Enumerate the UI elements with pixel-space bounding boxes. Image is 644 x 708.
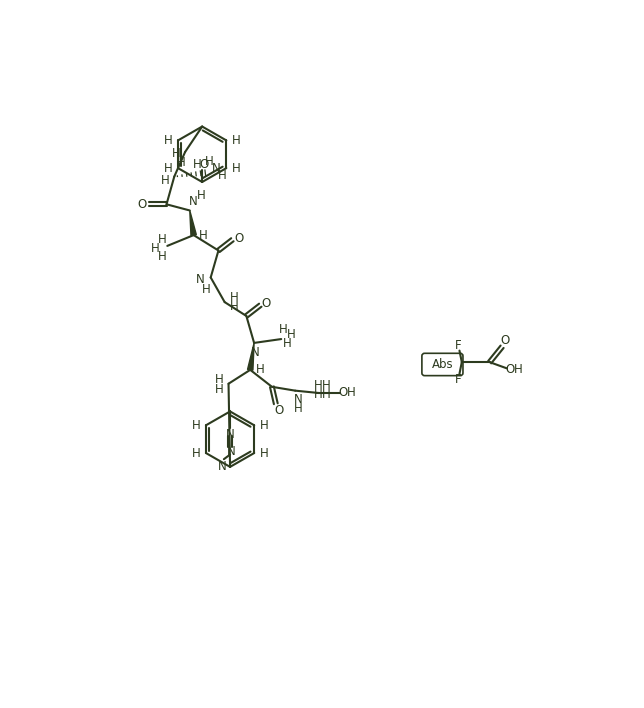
Text: H: H (160, 174, 169, 187)
Text: H: H (171, 147, 180, 160)
Text: O: O (500, 334, 510, 347)
Text: N: N (196, 273, 204, 286)
Text: H: H (283, 337, 292, 350)
Text: H: H (200, 229, 208, 241)
Text: H: H (260, 447, 269, 459)
FancyBboxPatch shape (422, 353, 463, 376)
Text: H: H (232, 161, 241, 175)
Text: H: H (205, 154, 214, 168)
Text: H: H (229, 291, 238, 304)
Text: H: H (202, 282, 211, 295)
Text: Abs: Abs (431, 358, 453, 371)
Text: H: H (158, 250, 166, 263)
Text: N: N (227, 445, 236, 458)
Polygon shape (247, 343, 254, 370)
Text: N: N (294, 394, 303, 406)
Text: O: O (506, 363, 515, 377)
Text: O: O (339, 387, 348, 399)
Text: H: H (164, 134, 173, 147)
Text: H: H (215, 382, 223, 396)
Text: N: N (225, 428, 234, 441)
Text: N: N (251, 346, 260, 359)
Text: H: H (346, 387, 355, 399)
Text: H: H (197, 188, 206, 202)
Text: H: H (314, 388, 323, 401)
Text: H: H (279, 323, 288, 336)
Text: H: H (191, 419, 200, 432)
Text: H: H (177, 156, 185, 169)
Text: F: F (455, 372, 461, 386)
Text: H: H (322, 379, 330, 392)
Text: N: N (189, 195, 198, 207)
Text: O: O (274, 404, 283, 417)
Text: O: O (200, 158, 209, 171)
Text: H: H (294, 402, 303, 415)
Text: H: H (151, 242, 160, 256)
Text: H: H (164, 161, 173, 175)
Text: H: H (191, 447, 200, 459)
Text: F: F (455, 338, 461, 352)
Text: H: H (218, 169, 227, 181)
Text: H: H (514, 363, 523, 377)
Text: H: H (314, 379, 323, 392)
Text: O: O (234, 232, 243, 245)
Text: O: O (262, 297, 271, 310)
Polygon shape (190, 210, 196, 236)
Text: H: H (229, 300, 238, 313)
Text: H: H (287, 328, 296, 341)
Text: H: H (193, 158, 201, 171)
Text: H: H (256, 363, 265, 377)
Text: H: H (215, 373, 223, 387)
Text: H: H (158, 233, 166, 246)
Text: H: H (232, 134, 241, 147)
Text: H: H (260, 419, 269, 432)
Text: N: N (212, 161, 220, 175)
Text: O: O (138, 198, 147, 211)
Text: H: H (322, 388, 330, 401)
Text: N: N (218, 460, 227, 474)
